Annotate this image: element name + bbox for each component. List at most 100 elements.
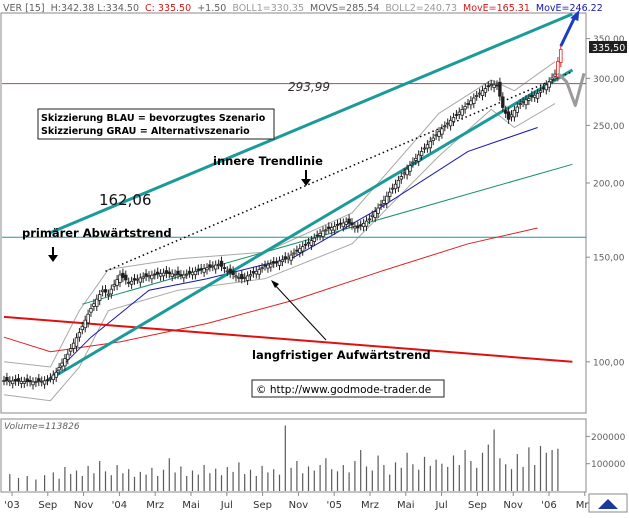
candle-body [231,270,235,275]
candle-body [530,95,534,98]
candle-body [402,172,406,175]
candle-body [271,261,276,264]
candle-body [205,267,209,271]
candle-body [315,234,319,237]
candle-body [89,307,93,313]
candle-body [69,348,73,352]
candle-body [387,191,392,197]
x-tick-label: Mai [397,500,415,511]
candle-body [280,259,285,262]
header-high: H:342.38 [51,3,95,14]
candle-body [358,224,363,227]
candle-body [138,277,142,283]
blue-scenario-line [559,15,577,47]
candle-body [422,147,427,150]
header-boll2: BOLL2=240.73 [385,3,457,14]
candle-body [63,358,67,367]
header-readout: VER [15] H:342.38 L:334.50 C: 335.50 +1.… [3,3,603,14]
candle-body [503,109,508,114]
candle-body [277,260,282,266]
price-tick-label: 250,00 [593,122,625,132]
candle-body [283,256,287,259]
x-tick-label: Nov [503,500,523,511]
candle-body [190,271,195,276]
candle-body [193,270,198,276]
candle-body [135,278,140,281]
candle-body [408,165,412,172]
candle-body [341,222,345,228]
candle-body [437,131,441,137]
candle-body [347,218,351,224]
volume-label: Volume=113826 [4,422,80,432]
candle-body [544,84,548,91]
candle-body [237,276,241,279]
x-axis: '03 Sep Nov '04 Mrz Mai Jul Sep Nov '05 Mrz Mai Jul S… [4,492,594,511]
candle-body [242,276,247,279]
candle-body [451,117,456,122]
level-16206-label: 162,06 [99,191,152,209]
candle-body [132,278,137,281]
candle-body [263,264,267,267]
price-tick-label: 300,00 [593,75,625,85]
candle-body [184,273,189,276]
candle-body [60,362,64,367]
price-tick-label: 150,00 [593,254,625,264]
candle-body [295,249,299,252]
last-price-tag: 335,50 [592,43,625,54]
candle-body [257,269,261,275]
candle-body [245,275,250,281]
candle-body [80,325,84,331]
x-tick-label: Mrz [361,500,379,511]
candle-body [535,93,540,99]
x-tick-label: Jul [435,500,448,511]
candle-body [202,268,206,273]
candle-body [460,108,464,116]
price-axis: 100,00 150,00 200,00 250,00 300,00 350,00 [586,35,625,368]
price-tick-label: 200,00 [593,179,625,189]
candle-body [118,274,122,283]
candle-body [260,267,264,270]
candle-body [457,111,461,115]
price-tick-label: 350,00 [593,35,625,45]
candle-body [303,243,308,246]
candle-body [199,268,203,270]
candle-body [222,267,227,270]
candle-body [373,211,377,218]
candle-body [228,268,232,274]
candle-body [170,273,174,277]
candle-body [234,275,238,278]
candle-body [98,294,102,301]
candle-body [376,207,380,214]
lower-channel-line [46,68,574,382]
candle-body [463,106,467,110]
candle-body [309,240,314,246]
candle-body [480,90,485,96]
candle-body [240,274,244,280]
header-boll1: BOLL1=330.35 [232,3,304,14]
candle-body [167,271,171,275]
candle-body [40,380,44,383]
candle-body [318,232,322,236]
candle-body [501,96,505,108]
candle-body [419,151,424,157]
candle-body [51,374,55,380]
candle-body [338,222,343,225]
candle-body [382,199,386,204]
upper-channel-line [49,12,573,234]
candle-body [344,221,348,225]
candle-body [321,230,325,237]
candle-body [42,380,47,385]
price-tick-label: 100,00 [593,358,625,368]
trendlines [3,12,574,382]
candle-body [521,101,525,104]
candle-body [515,106,519,113]
candle-body [45,379,50,382]
candle-body [34,381,38,384]
primary-downtrend-line [3,315,573,363]
candle-body [286,256,290,260]
candle-body [254,270,258,275]
candle-body [5,377,9,382]
x-tick-label: Mrz [576,500,594,511]
candle-body [289,254,293,261]
